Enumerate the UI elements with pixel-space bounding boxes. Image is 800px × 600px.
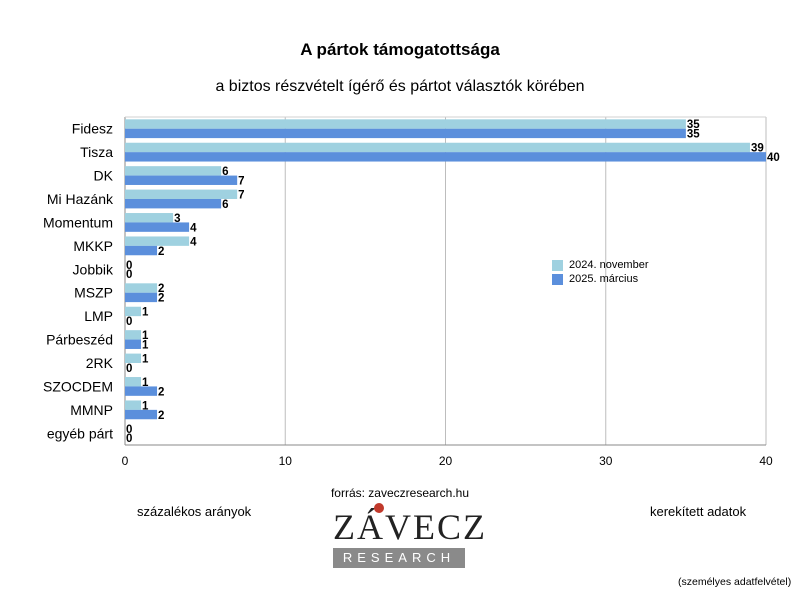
value-label: 39 — [751, 143, 764, 155]
value-label: 2 — [158, 246, 164, 258]
value-label: 1 — [142, 307, 149, 319]
category-label: egyéb párt — [47, 425, 113, 441]
legend-label-series-1: 2024. november — [569, 259, 649, 271]
x-tick-label: 30 — [599, 454, 613, 468]
value-label: 2 — [158, 410, 164, 422]
legend-item-series-1: 2024. november — [552, 258, 649, 272]
category-label: Jobbik — [73, 261, 114, 277]
category-label: Fidesz — [72, 121, 113, 137]
category-label: MSZP — [74, 285, 113, 301]
bar-nov-2024 — [125, 236, 190, 246]
value-label: 6 — [222, 166, 228, 178]
bar-nov-2024 — [125, 213, 174, 223]
legend-item-series-2: 2025. március — [552, 272, 649, 286]
value-label: 7 — [238, 175, 244, 187]
value-label: 7 — [238, 190, 244, 202]
chart-title: A pártok támogatottsága — [300, 40, 500, 59]
bar-mar-2025 — [125, 152, 766, 162]
category-label: Momentum — [43, 214, 113, 230]
survey-footnote: (személyes adatfelvétel) — [678, 576, 792, 588]
bar-nov-2024 — [125, 353, 142, 363]
value-label: 0 — [126, 316, 132, 328]
category-label: 2RK — [86, 355, 114, 371]
category-label: MMNP — [70, 402, 113, 418]
logo-word: ZÁVECZ — [333, 507, 487, 547]
value-label: 1 — [142, 354, 149, 366]
value-label: 0 — [126, 363, 132, 375]
bar-mar-2025 — [125, 409, 158, 420]
x-tick-label: 40 — [759, 454, 773, 468]
category-label: Mi Hazánk — [47, 191, 114, 207]
bar-nov-2024 — [125, 119, 686, 129]
category-label: Párbeszéd — [46, 332, 113, 348]
value-label: 1 — [142, 339, 149, 351]
value-label: 0 — [126, 269, 132, 281]
x-tick-label: 20 — [439, 454, 453, 468]
value-label: 40 — [767, 152, 780, 164]
value-label: 35 — [687, 129, 700, 141]
bar-nov-2024 — [125, 142, 750, 153]
bar-nov-2024 — [125, 283, 158, 293]
bar-nov-2024 — [125, 166, 222, 176]
value-label: 2 — [158, 386, 164, 398]
category-label: DK — [94, 168, 114, 184]
bar-nov-2024 — [125, 189, 238, 199]
category-label: Tisza — [80, 144, 113, 160]
chart-subtitle: a biztos részvételt ígérő és pártot vála… — [215, 78, 585, 95]
value-label: 0 — [126, 424, 132, 436]
x-tick-label: 10 — [279, 454, 293, 468]
legend-label-series-2: 2025. március — [569, 273, 639, 285]
category-label: LMP — [84, 308, 113, 324]
legend-swatch-series-2 — [552, 273, 563, 285]
value-label: 4 — [190, 222, 197, 234]
value-label: 1 — [142, 377, 149, 389]
bar-nov-2024 — [125, 330, 142, 340]
bar-mar-2025 — [125, 245, 158, 256]
bar-mar-2025 — [125, 128, 686, 139]
logo-red-dot-icon — [374, 503, 384, 513]
x-tick-label: 0 — [122, 454, 129, 468]
bar-mar-2025 — [125, 175, 238, 185]
bar-nov-2024 — [125, 377, 142, 387]
chart-legend: 2024. november 2025. március — [552, 258, 649, 286]
value-label: 3 — [174, 213, 180, 225]
percent-note: százalékos arányok — [137, 504, 252, 519]
logo-wordmark: ZÁVECZ — [333, 503, 485, 546]
value-label: 4 — [190, 236, 197, 248]
value-label: 2 — [158, 283, 164, 295]
value-label: 2 — [158, 293, 164, 305]
value-label: 1 — [142, 400, 149, 412]
value-label: 6 — [222, 199, 228, 211]
source-note: forrás: zaveczresearch.hu — [330, 486, 470, 500]
value-label: 0 — [126, 260, 132, 272]
bar-mar-2025 — [125, 199, 222, 209]
bar-mar-2025 — [125, 386, 158, 396]
value-label: 0 — [126, 433, 132, 445]
category-label: SZOCDEM — [43, 378, 113, 394]
zavecz-research-logo: ZÁVECZ RESEARCH — [333, 503, 485, 568]
bar-mar-2025 — [125, 222, 190, 232]
bar-mar-2025 — [125, 339, 142, 349]
value-label: 1 — [142, 330, 149, 342]
logo-tagline: RESEARCH — [333, 548, 465, 568]
bar-nov-2024 — [125, 306, 142, 317]
value-label: 35 — [687, 119, 700, 131]
category-label: MKKP — [73, 238, 113, 254]
rounded-note: kerekített adatok — [650, 504, 747, 519]
bar-mar-2025 — [125, 292, 158, 303]
legend-swatch-series-1 — [552, 259, 563, 271]
bar-nov-2024 — [125, 400, 142, 410]
